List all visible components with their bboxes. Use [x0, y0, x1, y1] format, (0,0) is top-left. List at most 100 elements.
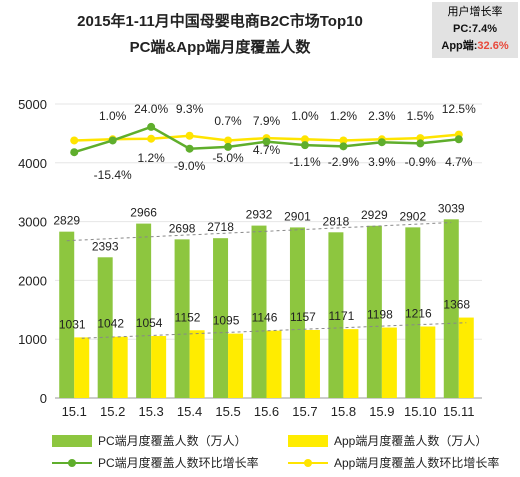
- y-tick-label: 4000: [18, 156, 47, 171]
- app-growth-label: 1.2%: [330, 109, 358, 123]
- app-bar-label: 1198: [367, 308, 393, 322]
- legend-swatch-pc-bar: [52, 434, 92, 447]
- bar-app: [74, 337, 90, 398]
- line-app-growth-marker: [185, 131, 194, 140]
- line-pc-growth-marker: [454, 135, 463, 144]
- app-bar-label: 1157: [290, 310, 316, 324]
- app-growth-label: 4.7%: [253, 143, 281, 157]
- line-pc-growth-marker: [416, 139, 425, 148]
- info-box-pc-value: 7.4%: [471, 23, 498, 35]
- pc-bar-label: 2932: [246, 208, 273, 222]
- pc-bar-label: 2929: [361, 208, 388, 222]
- legend-label-app-line: App端月度覆盖人数环比增长率: [334, 456, 500, 470]
- x-tick-label: 15.5: [215, 404, 240, 419]
- line-app-growth-marker: [224, 136, 233, 145]
- app-growth-label: 9.3%: [176, 102, 204, 116]
- bar-pc: [328, 232, 344, 398]
- pc-bar-label: 2901: [284, 209, 311, 223]
- bar-pc: [251, 225, 267, 398]
- line-app-growth-marker: [70, 136, 79, 145]
- line-layer: [70, 122, 463, 157]
- pc-growth-label: 4.7%: [445, 155, 473, 169]
- app-bar-label: 1171: [329, 309, 355, 323]
- legend-swatch-app-bar: [288, 434, 328, 447]
- bar-app: [151, 336, 167, 398]
- pc-bar-label: 3039: [438, 201, 465, 215]
- pc-bar-label: 2818: [323, 214, 350, 228]
- trend-layer: [66, 222, 467, 339]
- line-pc-growth-marker: [185, 144, 194, 153]
- line-pc-growth-marker: [108, 136, 117, 145]
- line-pc-growth-marker: [224, 142, 233, 151]
- x-tick-label: 15.6: [254, 404, 279, 419]
- pc-growth-label: -1.1%: [289, 155, 321, 169]
- app-growth-label: 12.5%: [442, 102, 476, 116]
- bar-app: [112, 336, 128, 398]
- bar-app: [189, 330, 205, 398]
- bar-pc: [59, 231, 75, 398]
- line-app-growth-marker: [300, 135, 309, 144]
- line-pc-growth-marker: [339, 142, 348, 151]
- bar-pc: [366, 225, 382, 398]
- pc-growth-label: 24.0%: [134, 102, 168, 116]
- legend-swatch-pc-line: [52, 457, 92, 469]
- pc-bar-label: 2718: [207, 220, 234, 234]
- bar-pc: [174, 239, 190, 398]
- bar-app: [266, 330, 282, 398]
- bar-app: [458, 317, 474, 398]
- legend-label-pc-bar: PC端月度覆盖人数（万人）: [98, 434, 247, 448]
- pc-growth-label: 3.9%: [368, 155, 396, 169]
- x-tick-label: 15.3: [138, 404, 163, 419]
- x-tick-label: 15.7: [292, 404, 317, 419]
- legend-item-app-line: App端月度覆盖人数环比增长率: [288, 454, 499, 471]
- info-box-app-label: App端:: [441, 40, 478, 52]
- legend-label-pc-line: PC端月度覆盖人数环比增长率: [98, 456, 259, 470]
- pc-bar-label: 2902: [399, 209, 426, 223]
- bar-pc: [213, 238, 229, 398]
- info-box-heading: 用户增长率: [447, 6, 503, 18]
- bar-pc: [136, 223, 152, 398]
- line-pc-growth-marker: [300, 141, 309, 150]
- app-growth-label: 1.2%: [137, 151, 165, 165]
- bar-app: [420, 326, 436, 398]
- info-box-pc: PC:7.4%: [432, 21, 518, 38]
- chart-title-line1: 2015年1-11月中国母婴电商B2C市场Top10: [77, 13, 363, 30]
- pc-growth-label: -9.0%: [174, 159, 206, 173]
- legend-item-app-bar: App端月度覆盖人数（万人）: [288, 432, 487, 449]
- trend-line: [81, 322, 467, 339]
- line-app-growth-marker: [339, 136, 348, 145]
- app-bar-label: 1146: [252, 311, 278, 325]
- bar-pc: [405, 227, 421, 398]
- legend-item-pc-bar: PC端月度覆盖人数（万人）: [52, 432, 247, 449]
- x-tick-label: 15.8: [331, 404, 356, 419]
- y-tick-label: 3000: [18, 215, 47, 230]
- line-pc-growth-marker: [377, 138, 386, 147]
- pc-growth-label: -2.9%: [328, 155, 360, 169]
- app-growth-label: -5.0%: [212, 151, 244, 165]
- legend-swatch-app-line: [288, 457, 328, 469]
- legend-label-app-bar: App端月度覆盖人数（万人）: [334, 434, 488, 448]
- growth-info-box: 用户增长率 PC:7.4% App端:32.6%: [432, 2, 518, 58]
- app-bar-label: 1152: [175, 310, 201, 324]
- legend-item-pc-line: PC端月度覆盖人数环比增长率: [52, 454, 259, 471]
- chart-title-line2: PC端&App端月度覆盖人数: [129, 39, 311, 56]
- app-bar-label: 1054: [136, 316, 163, 330]
- bar-app: [304, 329, 320, 398]
- bar-app: [381, 327, 397, 398]
- bar-pc: [443, 219, 459, 398]
- x-tick-label: 15.2: [100, 404, 125, 419]
- pc-growth-label: -0.9%: [405, 155, 437, 169]
- pc-bar-label: 2966: [130, 206, 157, 220]
- info-box-app: App端:32.6%: [432, 38, 518, 55]
- pc-growth-label: 0.7%: [214, 114, 242, 128]
- y-tick-label: 2000: [18, 273, 47, 288]
- info-box-pc-label: PC:: [452, 23, 472, 35]
- info-box-app-value: 32.6%: [477, 40, 509, 52]
- pc-growth-label: 7.9%: [253, 114, 281, 128]
- trend-line: [66, 222, 452, 242]
- line-pc-growth-marker: [70, 148, 79, 157]
- label-layer: 0 1000 2000 3000 4000 5000 15.1 15.2 15.3 15.4 15.…: [18, 97, 476, 419]
- bar-pc: [97, 257, 113, 398]
- bar-pc: [289, 227, 305, 398]
- line-pc-growth-marker: [262, 137, 271, 146]
